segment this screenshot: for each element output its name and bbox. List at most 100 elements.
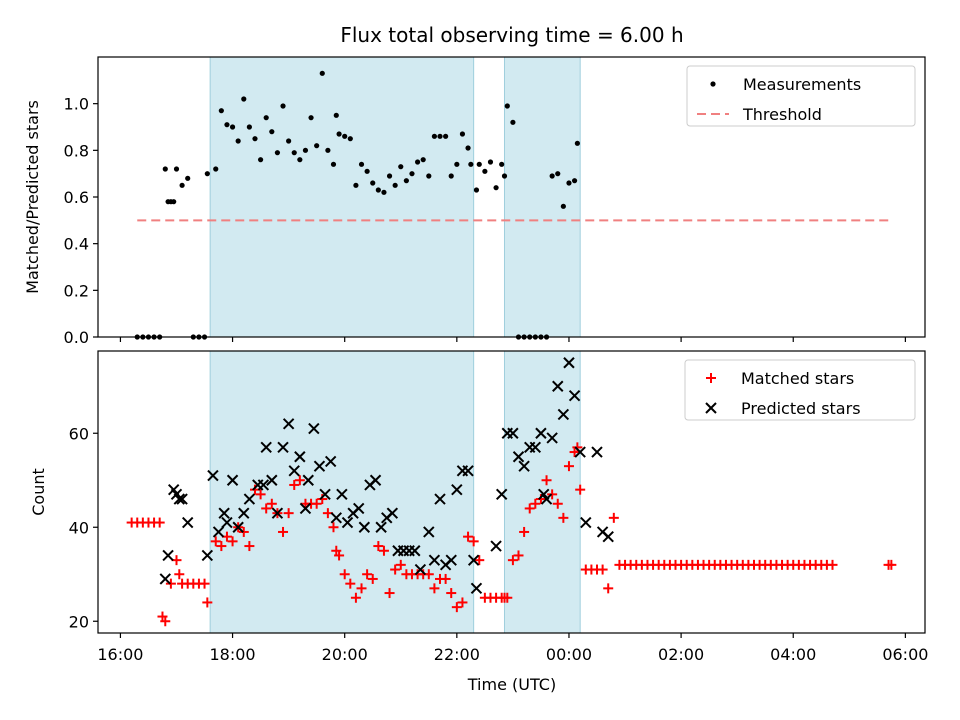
matched-star-point xyxy=(345,578,356,589)
x-tick-label: 18:00 xyxy=(210,645,256,664)
matched-star-point xyxy=(451,602,462,613)
matched-star-point xyxy=(283,508,294,519)
measurement-point xyxy=(252,136,258,142)
predicted-x-b xyxy=(162,549,174,562)
matched-star-point xyxy=(474,555,485,566)
predicted-x-b xyxy=(221,516,233,529)
predicted-x-b xyxy=(467,554,480,566)
measurement-point xyxy=(333,112,339,118)
measurement-point xyxy=(375,187,381,193)
measurement-point xyxy=(246,124,252,130)
measurement-point xyxy=(286,138,292,144)
predicted-star-point xyxy=(294,451,306,463)
measurement-point xyxy=(330,161,337,167)
matched-star-point xyxy=(552,498,563,509)
matched-star-point xyxy=(199,578,210,589)
predicted-star-point xyxy=(512,451,525,463)
predicted-x-b xyxy=(294,451,306,463)
predicted-star-point xyxy=(330,512,342,524)
matched-star-point xyxy=(317,494,328,505)
predicted-star-point xyxy=(243,493,256,505)
predicted-x-b xyxy=(535,427,547,439)
matched-star-point xyxy=(202,597,213,608)
measurement-point xyxy=(454,161,460,167)
predicted-star-point xyxy=(226,474,239,486)
measurement-point xyxy=(414,159,421,165)
legend-entry-label: Threshold xyxy=(742,105,822,124)
predicted-star-point xyxy=(271,507,284,519)
predicted-star-point xyxy=(470,582,483,595)
measurement-point xyxy=(229,124,236,130)
predicted-x-b xyxy=(353,502,365,515)
predicted-star-point xyxy=(299,502,312,515)
y-tick-label: 0.2 xyxy=(64,281,89,300)
matched-star-point xyxy=(535,494,546,505)
predicted-star-point xyxy=(353,502,365,515)
legend: Matched stars Predicted stars xyxy=(684,359,916,421)
matched-star-point xyxy=(210,536,221,547)
measurement-point xyxy=(297,157,303,163)
predicted-star-point xyxy=(445,554,457,566)
measurement-point xyxy=(465,145,471,151)
predicted-x-b xyxy=(574,446,586,458)
y-tick-label: 0.6 xyxy=(64,188,89,207)
matched-star-point xyxy=(463,531,474,542)
measurement-point xyxy=(353,182,359,188)
predicted-star-point xyxy=(238,507,250,519)
predicted-x-b xyxy=(375,521,387,533)
predicted-x-b xyxy=(308,422,320,435)
predicted-star-point xyxy=(302,474,314,486)
predicted-x-b xyxy=(358,521,371,533)
measurement-point xyxy=(448,173,454,179)
predicted-x-b xyxy=(434,493,446,505)
matched-star-point xyxy=(174,569,185,580)
matched-star-point xyxy=(266,498,277,509)
predicted-x-b xyxy=(336,488,348,501)
measurement-point xyxy=(325,147,331,153)
predicted-star-point xyxy=(159,573,171,585)
matched-star-point xyxy=(165,578,176,589)
matched-star-point xyxy=(603,583,614,594)
measurement-point xyxy=(549,173,555,179)
axes-frame xyxy=(97,350,926,634)
y-tick-label: 20 xyxy=(69,612,89,631)
measurement-point xyxy=(392,182,398,188)
predicted-x-b xyxy=(277,441,289,454)
measurement-point xyxy=(370,180,376,186)
predicted-x-b xyxy=(319,488,331,501)
y-tick-label: 60 xyxy=(69,424,89,443)
legend-box xyxy=(684,359,916,421)
predicted-x-b xyxy=(423,526,435,538)
measurement-point xyxy=(291,150,297,156)
predicted-x-b xyxy=(490,540,502,552)
predicted-x-b xyxy=(386,507,399,519)
measurement-point xyxy=(280,103,286,109)
measurement-point xyxy=(381,189,387,195)
measurement-point xyxy=(426,173,432,179)
predicted-star-point xyxy=(386,507,399,519)
matched-star-point xyxy=(507,555,518,566)
measurement-point xyxy=(468,161,474,167)
measurement-point xyxy=(224,122,230,128)
predicted-star-point xyxy=(176,493,188,505)
predicted-star-point xyxy=(319,488,331,501)
matched-star-point xyxy=(334,550,345,561)
predicted-x-b xyxy=(546,432,558,444)
predicted-star-point xyxy=(260,441,272,454)
predicted-x-b xyxy=(529,441,542,454)
predicted-star-point xyxy=(313,460,326,472)
measurement-point xyxy=(420,157,426,163)
matched-star-point xyxy=(261,503,272,514)
matched-star-point xyxy=(311,498,322,509)
measurement-point xyxy=(342,133,348,139)
legend: Measurements Threshold xyxy=(686,65,916,127)
measurement-point xyxy=(185,175,191,181)
predicted-x-b xyxy=(266,474,278,486)
matched-star-point xyxy=(154,517,165,528)
matched-star-point xyxy=(384,588,395,599)
legend-predicted-marker-b xyxy=(705,402,717,414)
predicted-x-b xyxy=(563,357,575,369)
predicted-x-b xyxy=(243,493,256,505)
predicted-star-point xyxy=(507,427,519,439)
